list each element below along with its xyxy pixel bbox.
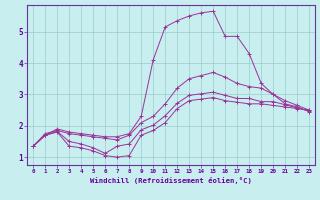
X-axis label: Windchill (Refroidissement éolien,°C): Windchill (Refroidissement éolien,°C) [90, 177, 252, 184]
